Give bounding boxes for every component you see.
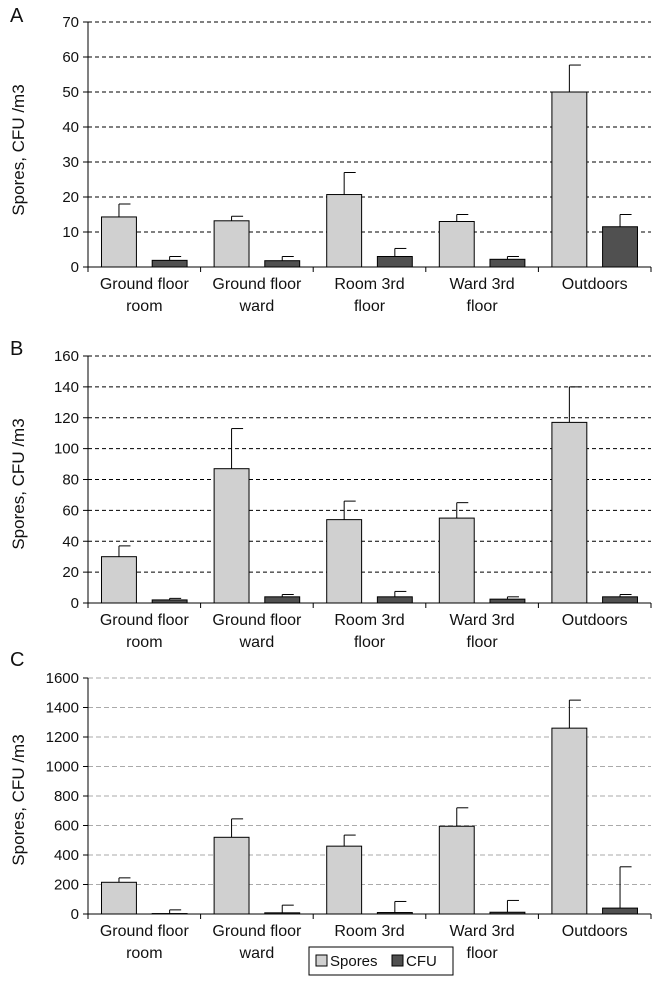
bar-cfu bbox=[376, 256, 413, 268]
x-category-label: ward bbox=[239, 634, 275, 651]
y-tick-label: 0 bbox=[71, 259, 79, 276]
x-category-label: Ground floor bbox=[100, 276, 190, 293]
y-tick-label: 0 bbox=[71, 906, 79, 923]
chart-legend: Spores CFU bbox=[308, 946, 454, 976]
y-tick-label: 40 bbox=[62, 533, 79, 550]
legend-label-spores: Spores bbox=[330, 953, 378, 970]
bar-cfu bbox=[489, 258, 526, 268]
panel-b: B 0 20 40 60 80 100 120 140 160 Spores, CFU /m3 Gro… bbox=[9, 338, 652, 651]
bar-spores bbox=[438, 517, 475, 604]
panel-letter: A bbox=[10, 5, 24, 27]
y-tick-label: 800 bbox=[54, 788, 79, 805]
y-tick-label: 100 bbox=[54, 441, 79, 458]
chart-panels: A 0 10 20 30 40 50 60 70 Spores, CFU /m3 Ground fl… bbox=[9, 5, 652, 962]
bar-spores bbox=[213, 220, 250, 268]
bar-spores bbox=[101, 881, 137, 915]
x-category-label: Ward 3rd bbox=[449, 276, 514, 293]
x-category-label: floor bbox=[467, 945, 499, 962]
bar-spores bbox=[101, 216, 137, 268]
bar-cfu bbox=[376, 596, 413, 604]
x-category-label: Outdoors bbox=[562, 923, 628, 940]
x-category-label: floor bbox=[467, 634, 499, 651]
bar-spores bbox=[438, 825, 475, 915]
x-category-label: Outdoors bbox=[562, 612, 628, 629]
x-category-label: floor bbox=[354, 634, 386, 651]
y-tick-label: 120 bbox=[54, 410, 79, 427]
x-category-label: Ward 3rd bbox=[449, 612, 514, 629]
panel-letter: C bbox=[10, 649, 24, 671]
x-category-label: ward bbox=[239, 298, 275, 315]
y-tick-label: 20 bbox=[62, 564, 79, 581]
bar-spores bbox=[326, 845, 363, 915]
panel-letter: B bbox=[10, 338, 23, 360]
bar-cfu bbox=[489, 598, 526, 604]
bar-cfu bbox=[602, 907, 638, 915]
legend-swatch-spores bbox=[315, 954, 328, 967]
y-axis-title: Spores, CFU /m3 bbox=[9, 418, 28, 549]
y-tick-label: 20 bbox=[62, 189, 79, 206]
bar-cfu bbox=[151, 259, 188, 268]
bar-spores bbox=[326, 194, 363, 268]
x-category-label: Ground floor bbox=[100, 612, 190, 629]
x-category-label: Ground floor bbox=[212, 276, 302, 293]
bar-spores bbox=[213, 836, 250, 915]
legend-box bbox=[308, 946, 454, 976]
legend-swatch-cfu bbox=[391, 954, 404, 967]
panel-a: A 0 10 20 30 40 50 60 70 Spores, CFU /m3 Ground fl… bbox=[9, 5, 652, 315]
x-category-label: Room 3rd bbox=[334, 276, 404, 293]
legend-label-cfu: CFU bbox=[406, 953, 437, 970]
x-category-label: room bbox=[126, 298, 162, 315]
panel-c: C 0 200 400 600 800 1000 1200 1400 1600 Spores, CF… bbox=[9, 649, 652, 962]
bar-cfu bbox=[264, 260, 301, 268]
x-category-label: floor bbox=[467, 298, 499, 315]
y-tick-label: 1000 bbox=[46, 759, 79, 776]
x-category-label: ward bbox=[239, 945, 275, 962]
y-tick-label: 1200 bbox=[46, 729, 79, 746]
bar-spores bbox=[213, 468, 250, 604]
bar-spores bbox=[438, 221, 475, 268]
y-tick-label: 400 bbox=[54, 847, 79, 864]
x-category-label: room bbox=[126, 945, 162, 962]
x-category-label: Room 3rd bbox=[334, 923, 404, 940]
y-tick-label: 600 bbox=[54, 818, 79, 835]
bar-cfu bbox=[264, 596, 301, 604]
y-tick-label: 1400 bbox=[46, 700, 79, 717]
y-axis-title: Spores, CFU /m3 bbox=[9, 734, 28, 865]
y-tick-label: 30 bbox=[62, 154, 79, 171]
bar-spores bbox=[551, 727, 588, 915]
y-tick-label: 0 bbox=[71, 595, 79, 612]
x-category-label: floor bbox=[354, 298, 386, 315]
bar-spores bbox=[551, 91, 588, 268]
x-category-label: Ground floor bbox=[212, 612, 302, 629]
y-tick-label: 70 bbox=[62, 14, 79, 31]
y-axis-title: Spores, CFU /m3 bbox=[9, 84, 28, 215]
bar-spores bbox=[326, 519, 363, 604]
y-tick-label: 160 bbox=[54, 348, 79, 365]
y-tick-label: 10 bbox=[62, 224, 79, 241]
y-tick-label: 80 bbox=[62, 472, 79, 489]
y-tick-label: 50 bbox=[62, 84, 79, 101]
bar-spores bbox=[101, 556, 137, 604]
x-category-label: Outdoors bbox=[562, 276, 628, 293]
x-category-label: Ward 3rd bbox=[449, 923, 514, 940]
y-tick-label: 1600 bbox=[46, 670, 79, 687]
x-category-label: room bbox=[126, 634, 162, 651]
bar-cfu bbox=[602, 226, 638, 268]
y-tick-label: 140 bbox=[54, 379, 79, 396]
x-category-label: Ground floor bbox=[212, 923, 302, 940]
y-tick-label: 200 bbox=[54, 877, 79, 894]
bar-cfu bbox=[602, 596, 638, 604]
bar-spores bbox=[551, 421, 588, 604]
y-tick-label: 60 bbox=[62, 49, 79, 66]
x-category-label: Room 3rd bbox=[334, 612, 404, 629]
x-category-label: Ground floor bbox=[100, 923, 190, 940]
y-tick-label: 40 bbox=[62, 119, 79, 136]
y-tick-label: 60 bbox=[62, 502, 79, 519]
